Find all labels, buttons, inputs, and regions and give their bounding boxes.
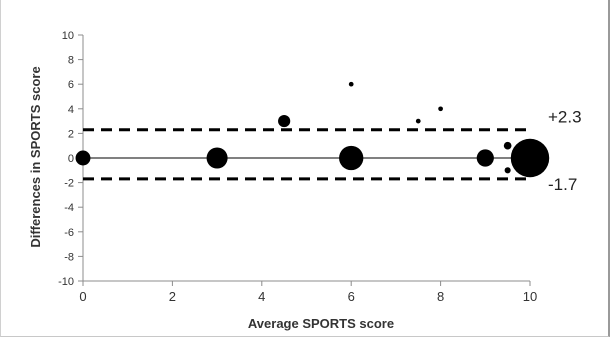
y-tick-label: 10 xyxy=(62,30,74,42)
x-tick-label: 6 xyxy=(348,289,355,304)
x-tick-label: 0 xyxy=(79,289,86,304)
y-tick-label: -8 xyxy=(64,251,74,263)
reference-lines xyxy=(83,128,530,181)
data-point xyxy=(510,138,550,178)
reference-line-label: -1.7 xyxy=(548,175,577,194)
x-tick-label: 8 xyxy=(437,289,444,304)
data-point xyxy=(476,149,494,167)
data-point xyxy=(278,115,291,128)
reference-labels: +2.3 -1.7 xyxy=(548,108,582,194)
data-point xyxy=(415,118,421,124)
data-points xyxy=(75,81,550,178)
y-tick-label: 2 xyxy=(68,128,74,140)
x-tick-label: 4 xyxy=(258,289,265,304)
y-tick-label: 0 xyxy=(68,153,74,165)
data-point xyxy=(206,147,228,169)
x-axis-title: Average SPORTS score xyxy=(248,316,394,331)
data-point xyxy=(438,106,443,112)
y-tick-label: 8 xyxy=(68,55,74,67)
y-tick-label: -2 xyxy=(64,178,74,190)
y-tick-label: -10 xyxy=(58,276,74,288)
data-point xyxy=(348,81,354,87)
data-point xyxy=(504,167,511,174)
x-tick-label: 10 xyxy=(523,289,537,304)
x-axis: 0 2 4 6 8 10 xyxy=(79,280,537,304)
data-point xyxy=(75,150,91,166)
y-tick-label: 4 xyxy=(68,104,74,116)
reference-line-label: +2.3 xyxy=(548,108,582,127)
y-axis-title: Differences in SPORTS score xyxy=(28,66,43,247)
data-point xyxy=(339,145,364,171)
y-tick-label: -4 xyxy=(64,202,74,214)
x-tick-label: 2 xyxy=(169,289,176,304)
y-tick-label: -6 xyxy=(64,227,74,239)
y-tick-label: 6 xyxy=(68,79,74,91)
data-point xyxy=(503,141,512,150)
y-axis: -10 -8 -6 -4 -2 0 2 4 6 8 10 xyxy=(58,30,84,288)
